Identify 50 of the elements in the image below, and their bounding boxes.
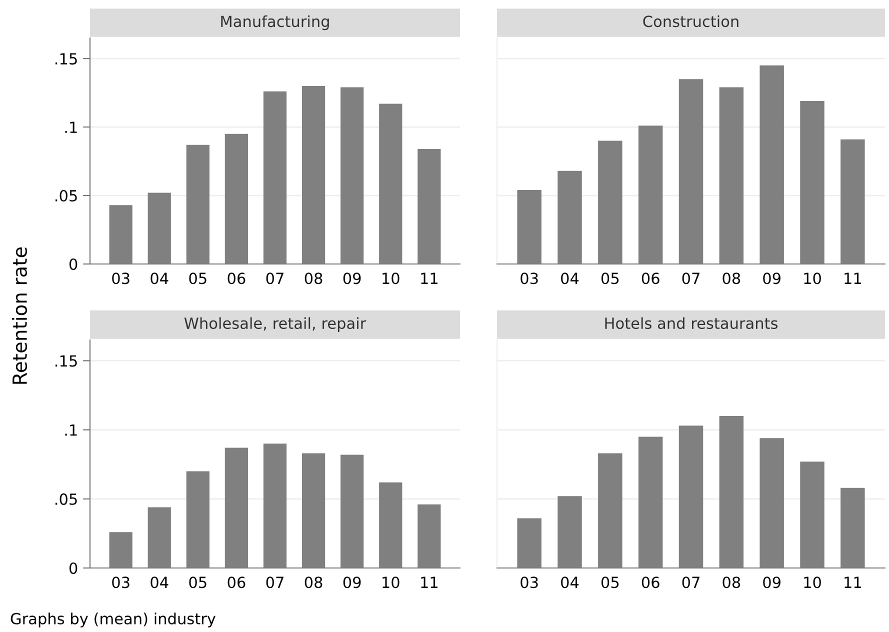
x-tick-label: 06 <box>228 576 246 588</box>
x-tick-label: 04 <box>150 576 168 588</box>
x-tick-label: 08 <box>722 576 740 588</box>
x-tick-label: 06 <box>228 272 246 284</box>
y-tick-label: .15 <box>56 355 77 367</box>
x-tick-label: 04 <box>561 272 579 284</box>
text: Graphs by (mean) industry <box>10 612 216 628</box>
chart-title: Wholesale, retail, repair <box>184 317 366 332</box>
x-tick-label: 09 <box>343 576 361 588</box>
x-tick-label: 06 <box>642 576 660 588</box>
x-tick-label: 03 <box>520 272 538 284</box>
y-tick-label: .05 <box>56 190 77 202</box>
x-tick-label: 05 <box>601 576 619 588</box>
y-tick-label: .15 <box>56 53 77 65</box>
x-tick-label: 11 <box>844 272 861 284</box>
x-tick-label: 04 <box>561 576 579 588</box>
x-tick-label: 08 <box>304 576 322 588</box>
y-tick-label: .1 <box>65 122 77 133</box>
y-tick-label: .05 <box>56 493 77 505</box>
x-tick-label: 09 <box>763 576 780 588</box>
x-tick-label: 06 <box>642 272 660 284</box>
y-tick-label: .1 <box>65 424 77 436</box>
x-tick-label: 07 <box>682 576 700 588</box>
x-tick-label: 10 <box>382 576 400 588</box>
x-tick-label: 10 <box>804 272 821 284</box>
x-tick-label: 11 <box>421 272 438 284</box>
x-tick-label: 09 <box>763 272 780 284</box>
x-tick-label: 07 <box>266 272 284 284</box>
y-tick-label: 0 <box>69 258 78 270</box>
chart-title: Construction <box>643 15 738 28</box>
x-tick-label: 11 <box>421 576 438 588</box>
x-tick-label: 03 <box>520 576 538 588</box>
x-tick-label: 03 <box>112 272 130 284</box>
x-tick-label: 04 <box>150 272 168 284</box>
x-tick-label: 10 <box>382 272 400 284</box>
x-tick-label: 09 <box>343 272 361 284</box>
x-tick-label: 03 <box>112 576 130 588</box>
x-tick-label: 08 <box>304 272 322 284</box>
chart-title: Manufacturing <box>221 15 329 30</box>
x-tick-label: 10 <box>804 576 821 588</box>
x-tick-label: 05 <box>601 272 619 284</box>
x-tick-label: 08 <box>722 272 740 284</box>
x-tick-label: 05 <box>189 576 206 588</box>
x-tick-label: 07 <box>682 272 700 284</box>
y-tick-label: 0 <box>69 562 78 574</box>
x-tick-label: 11 <box>844 576 861 588</box>
x-tick-label: 05 <box>189 272 206 284</box>
x-tick-label: 07 <box>266 576 284 588</box>
chart-title: Hotels and restaurants <box>605 317 778 330</box>
y-axis-title: Retention rate <box>12 247 28 384</box>
